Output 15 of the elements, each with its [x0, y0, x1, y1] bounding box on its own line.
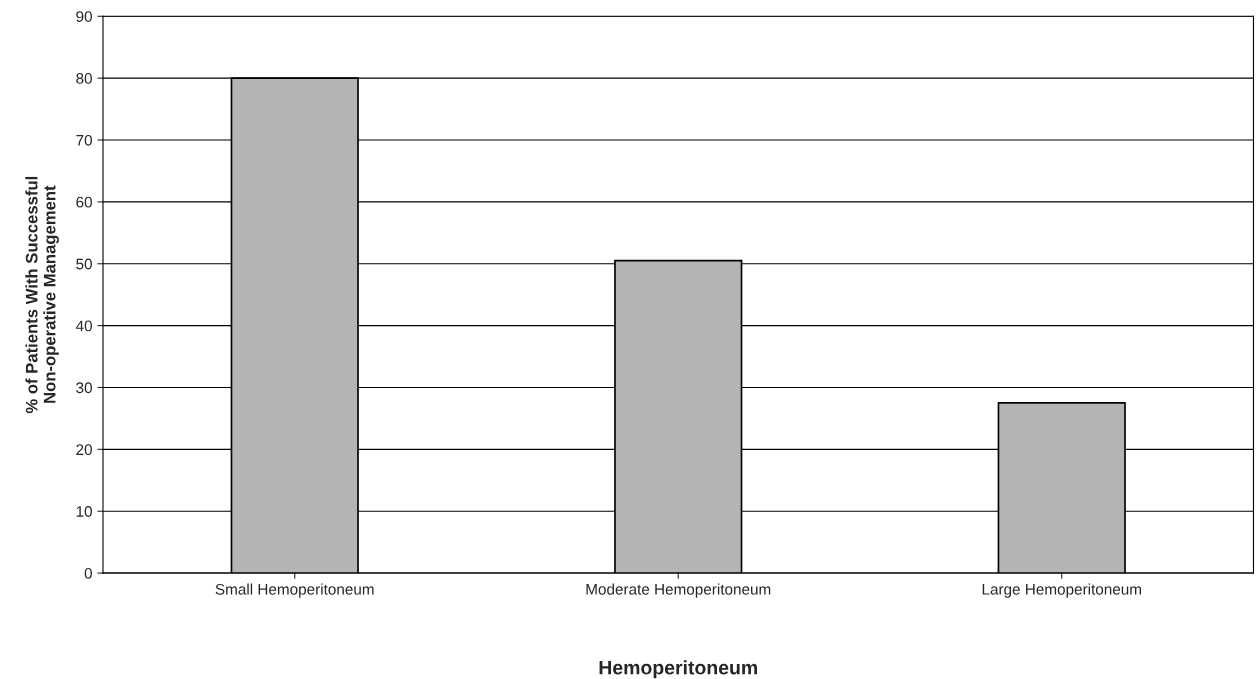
x-tick-label: Small Hemoperitoneum	[215, 583, 374, 598]
y-tick-label: 20	[76, 444, 92, 456]
y-tick-label: 80	[76, 73, 92, 84]
y-tick-label: 30	[76, 382, 92, 394]
x-tick-label: Moderate Hemoperitoneum	[586, 583, 771, 598]
y-tick-label: 40	[75, 320, 92, 332]
y-tick-label: 60	[76, 196, 92, 208]
y-tick-label: 90	[76, 11, 92, 22]
x-axis-title: Hemoperitoneum	[599, 660, 757, 679]
y-tick-label: 70	[76, 134, 92, 146]
y-tick-label: 10	[76, 506, 92, 517]
y-tick-label: 50	[76, 258, 92, 270]
y-axis-title: % of Patients With Successful Non-operative Management	[25, 176, 59, 414]
y-tick-label: 0	[84, 567, 92, 579]
x-tick-label: Large Hemoperitoneum	[982, 583, 1141, 598]
